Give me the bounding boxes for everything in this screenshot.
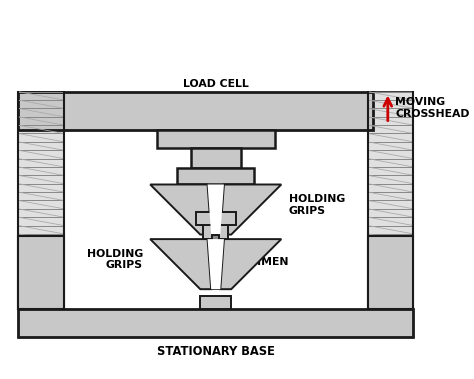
Bar — [368, 236, 413, 309]
Polygon shape — [220, 185, 281, 235]
Bar — [18, 92, 64, 309]
Bar — [201, 296, 231, 309]
Polygon shape — [208, 239, 224, 289]
Text: MOVING
CROSSHEAD: MOVING CROSSHEAD — [395, 97, 470, 119]
Text: SPECIMEN: SPECIMEN — [227, 257, 289, 267]
Polygon shape — [150, 185, 211, 235]
Polygon shape — [150, 239, 211, 289]
Bar — [212, 235, 219, 289]
Bar — [156, 130, 275, 148]
Bar — [177, 168, 255, 185]
Text: HOLDING
GRIPS: HOLDING GRIPS — [289, 194, 345, 216]
Text: STATIONARY BASE: STATIONARY BASE — [157, 345, 274, 359]
Bar — [18, 236, 64, 309]
Bar — [368, 92, 413, 309]
Bar — [203, 224, 228, 239]
Text: HOLDING
GRIPS: HOLDING GRIPS — [87, 249, 143, 270]
Polygon shape — [208, 185, 224, 235]
Bar — [191, 148, 241, 168]
Polygon shape — [220, 239, 281, 289]
Bar — [18, 92, 373, 130]
Bar — [196, 212, 236, 224]
Bar — [18, 309, 413, 337]
Text: LOAD CELL: LOAD CELL — [183, 79, 249, 89]
